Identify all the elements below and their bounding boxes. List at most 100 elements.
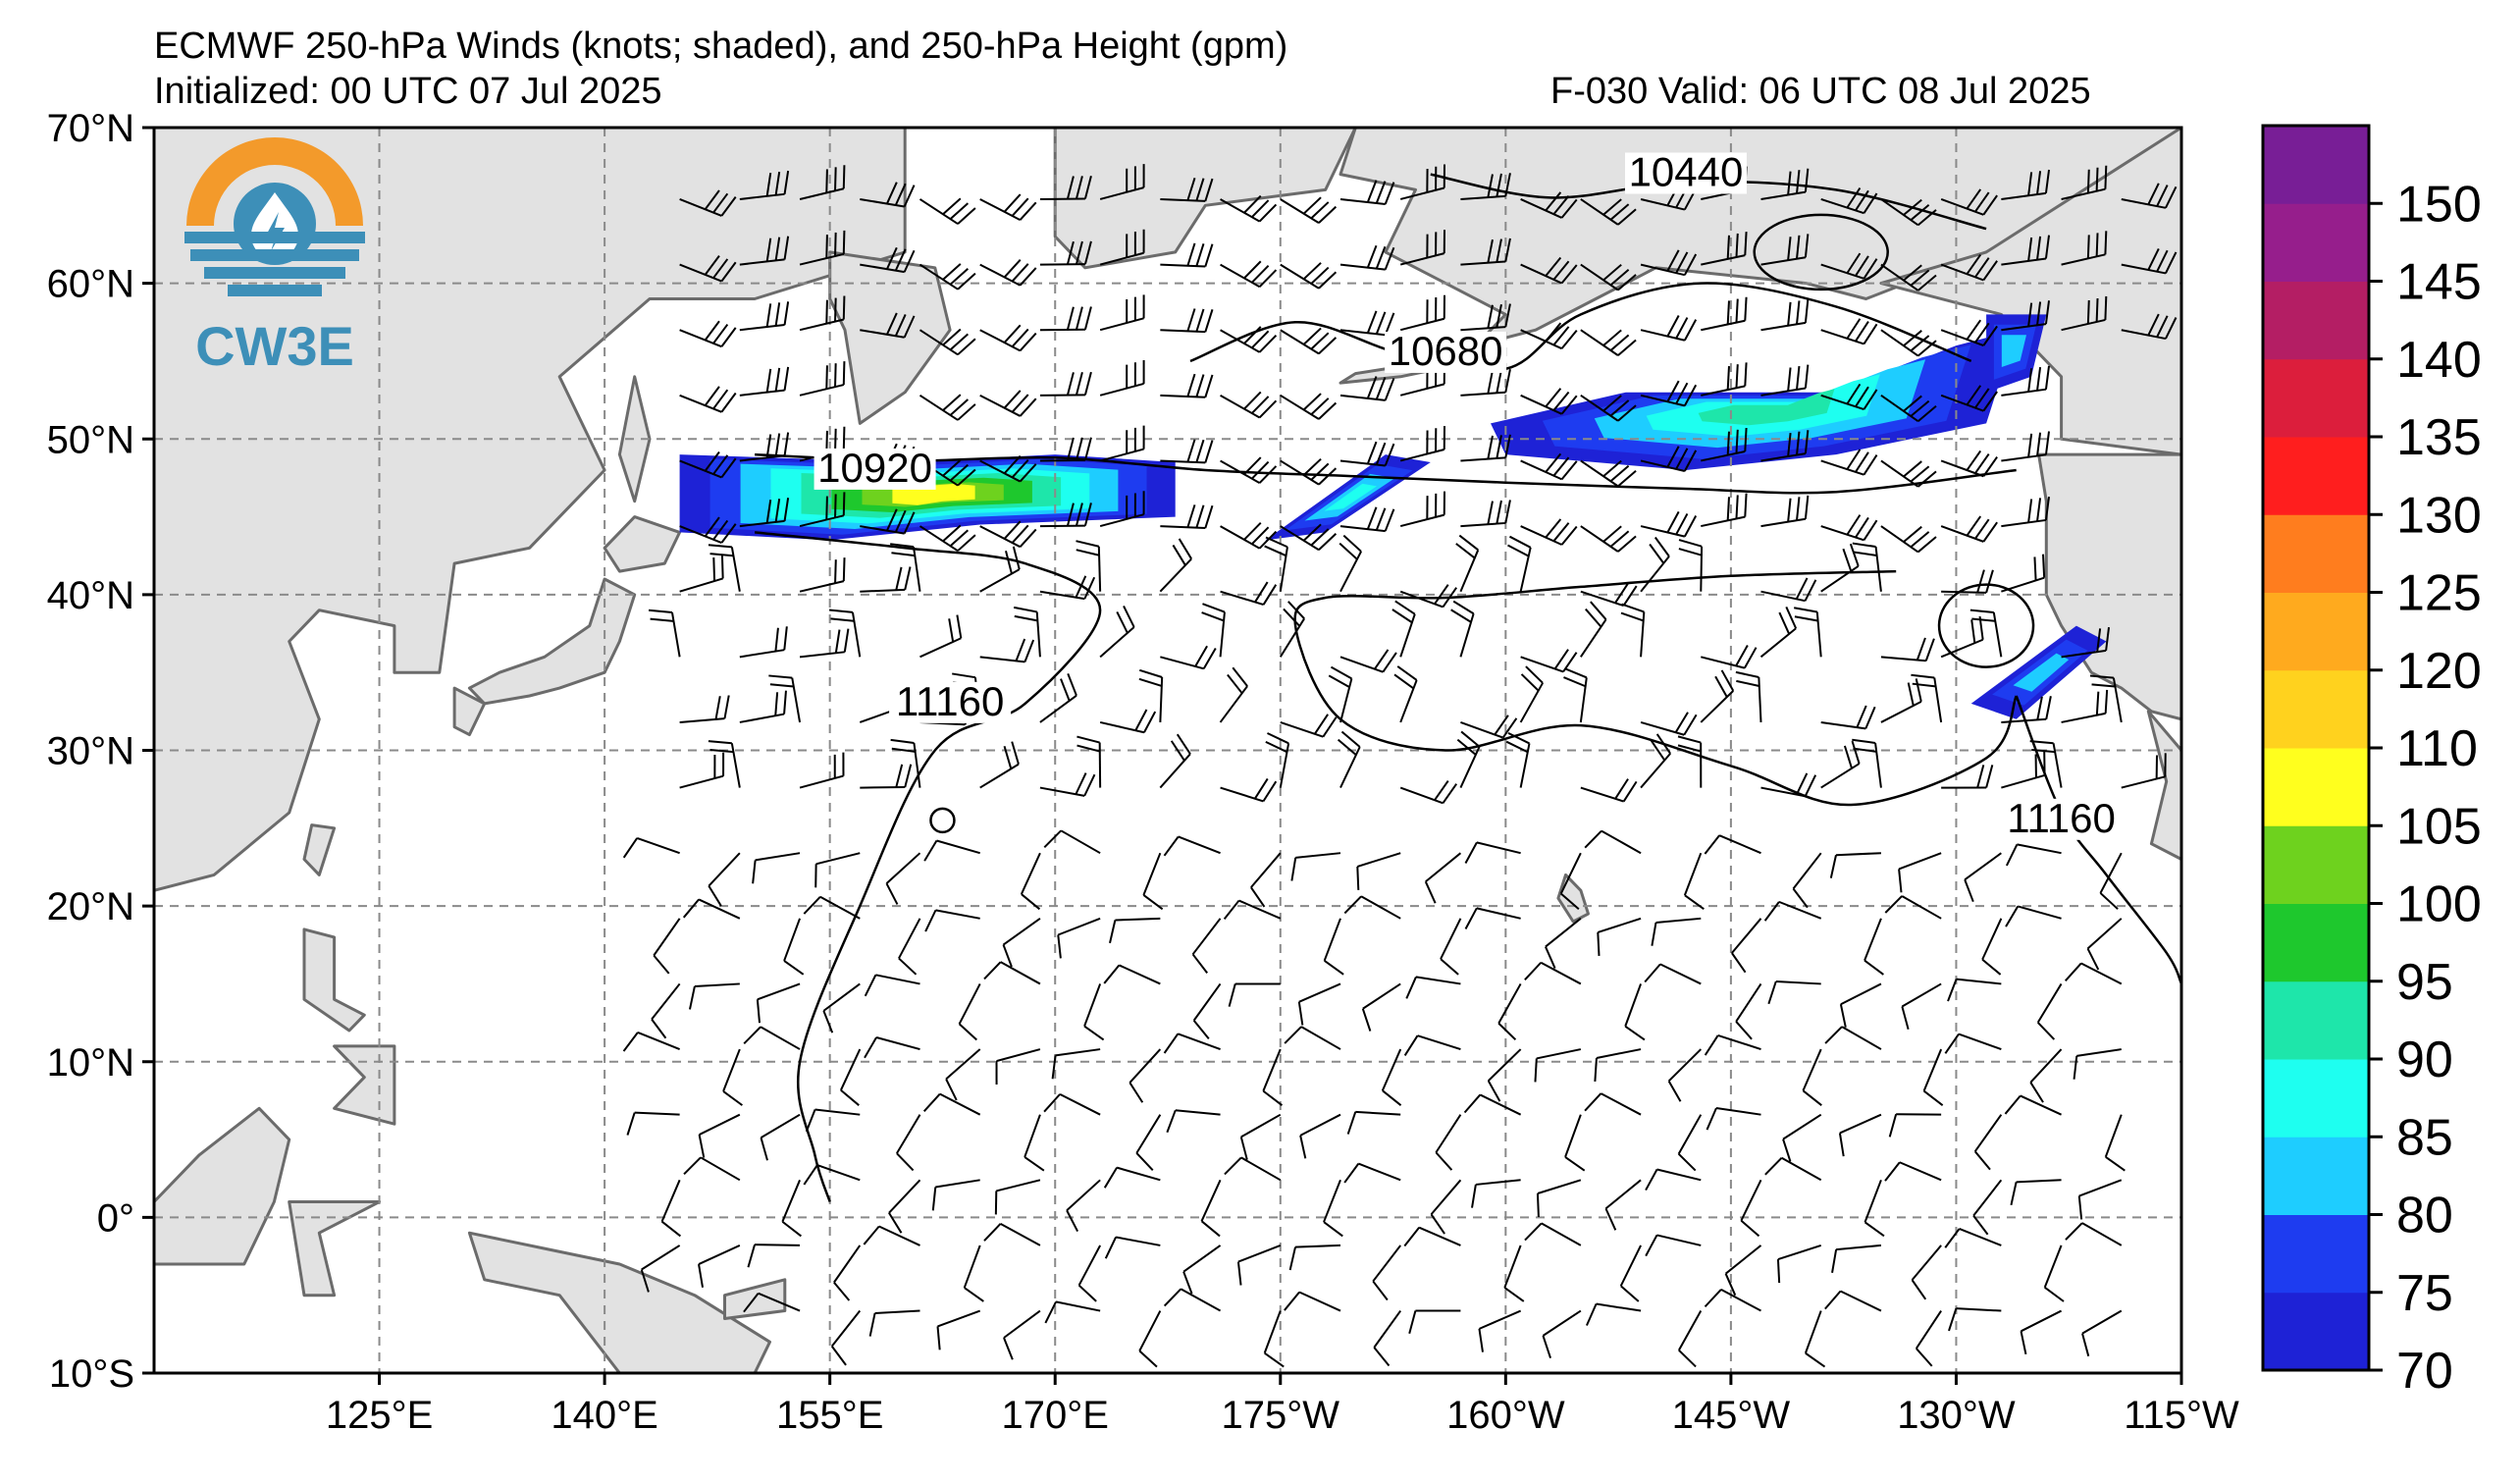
barb-feather — [1288, 1246, 1296, 1271]
barb-feather — [651, 1018, 667, 1039]
barb-feather — [2004, 1094, 2021, 1115]
wind-barb — [1701, 296, 1748, 332]
barb-feather — [1971, 617, 1996, 622]
barb-feather — [2036, 301, 2042, 326]
wind-barb — [1759, 606, 1798, 659]
barb-staff — [694, 982, 740, 987]
barb-feather — [1829, 855, 1837, 878]
wind-barb — [1039, 672, 1077, 723]
wind-barb — [1284, 1291, 1341, 1312]
barb-staff — [851, 611, 862, 658]
barb-staff — [1399, 786, 1444, 805]
barb-feather — [1564, 667, 1588, 679]
barb-staff — [1760, 190, 1807, 200]
barb-feather — [1051, 1055, 1057, 1080]
barb-staff — [1115, 917, 1161, 922]
barb-feather — [885, 882, 899, 905]
barb-feather — [1123, 605, 1135, 628]
barb-feather — [1947, 979, 1958, 1002]
barb-staff — [1497, 982, 1522, 1025]
logo-wave-3 — [204, 267, 345, 279]
barb-staff — [1720, 1288, 1761, 1312]
barb-feather — [834, 363, 837, 388]
barb-feather — [1366, 180, 1378, 203]
barb-feather — [1726, 431, 1730, 455]
barb-staff — [699, 1113, 741, 1136]
wind-barb — [1066, 1179, 1101, 1233]
barb-staff — [1656, 1234, 1702, 1246]
barb-staff — [1250, 852, 1282, 888]
barb-staff — [1717, 1033, 1761, 1051]
barb-feather — [1043, 829, 1062, 849]
barb-feather — [1677, 1152, 1697, 1172]
barb-staff — [799, 318, 845, 332]
barb-feather — [834, 297, 837, 322]
wind-barb — [1580, 395, 1637, 422]
barb-feather — [1624, 1025, 1646, 1041]
barb-feather — [1609, 530, 1630, 548]
barb-staff — [1357, 1162, 1401, 1182]
barb-feather — [1667, 1080, 1682, 1102]
barb-staff — [1775, 980, 1821, 985]
wind-barb — [1408, 1309, 1461, 1334]
barb-feather — [1617, 339, 1637, 356]
barb-staff — [1055, 1048, 1101, 1057]
barb-staff — [1191, 918, 1222, 955]
wind-barb — [1220, 777, 1278, 803]
barb-feather — [1609, 203, 1630, 221]
barb-staff — [730, 743, 741, 788]
barb-feather — [1163, 835, 1180, 857]
barb-feather — [1284, 1291, 1300, 1311]
wind-barb — [1520, 518, 1578, 546]
wind-barb — [698, 1113, 741, 1158]
wind-barb — [1284, 1026, 1341, 1050]
barb-feather — [1852, 542, 1876, 549]
barb-staff — [1959, 1228, 2002, 1246]
wind-barb — [1138, 1310, 1162, 1368]
barb-feather — [1910, 465, 1930, 483]
barb-feather — [1903, 330, 1922, 347]
wind-barb — [1624, 983, 1646, 1041]
wind-barb — [1915, 1309, 1942, 1367]
barb-feather — [1982, 194, 1998, 216]
land-hawaii — [1556, 873, 1590, 924]
barb-feather — [945, 1078, 958, 1101]
barb-feather — [1804, 430, 1810, 454]
wind-barb — [1645, 1168, 1702, 1192]
barb-feather — [1258, 399, 1278, 419]
barb-feather — [1264, 545, 1286, 557]
barb-feather — [1645, 1234, 1658, 1257]
barb-feather — [1302, 457, 1322, 476]
colorbar-segment — [2263, 825, 2369, 904]
wind-barb — [805, 1108, 861, 1133]
barb-feather — [822, 1010, 834, 1033]
barb-feather — [1011, 524, 1029, 544]
wind-barb — [1083, 983, 1105, 1041]
barb-feather — [1172, 544, 1186, 566]
barb-feather — [640, 1269, 650, 1293]
barb-staff — [1280, 263, 1320, 290]
wind-barb — [1880, 395, 1937, 423]
wind-barb — [979, 546, 1021, 593]
barb-feather — [1793, 607, 1817, 613]
wind-barb — [931, 1179, 980, 1211]
barb-staff — [1899, 1161, 1942, 1182]
barb-feather — [890, 543, 915, 549]
barb-staff — [1295, 852, 1341, 859]
barb-feather — [1855, 189, 1869, 211]
wind-barb — [1706, 1107, 1761, 1131]
barb-staff — [1280, 198, 1320, 224]
barb-feather — [1948, 1307, 1958, 1332]
barb-staff — [1399, 449, 1445, 462]
barb-feather — [1191, 953, 1208, 974]
barb-feather — [704, 320, 720, 342]
barb-staff — [757, 982, 801, 1001]
barb-feather — [1735, 670, 1759, 678]
wind-barb — [924, 909, 980, 932]
barb-feather — [1328, 674, 1350, 688]
barb-feather — [1194, 645, 1208, 667]
wind-barb — [1263, 1310, 1285, 1368]
barb-feather — [1487, 370, 1494, 395]
barb-staff — [1219, 611, 1226, 658]
barb-staff — [1972, 1179, 2003, 1217]
